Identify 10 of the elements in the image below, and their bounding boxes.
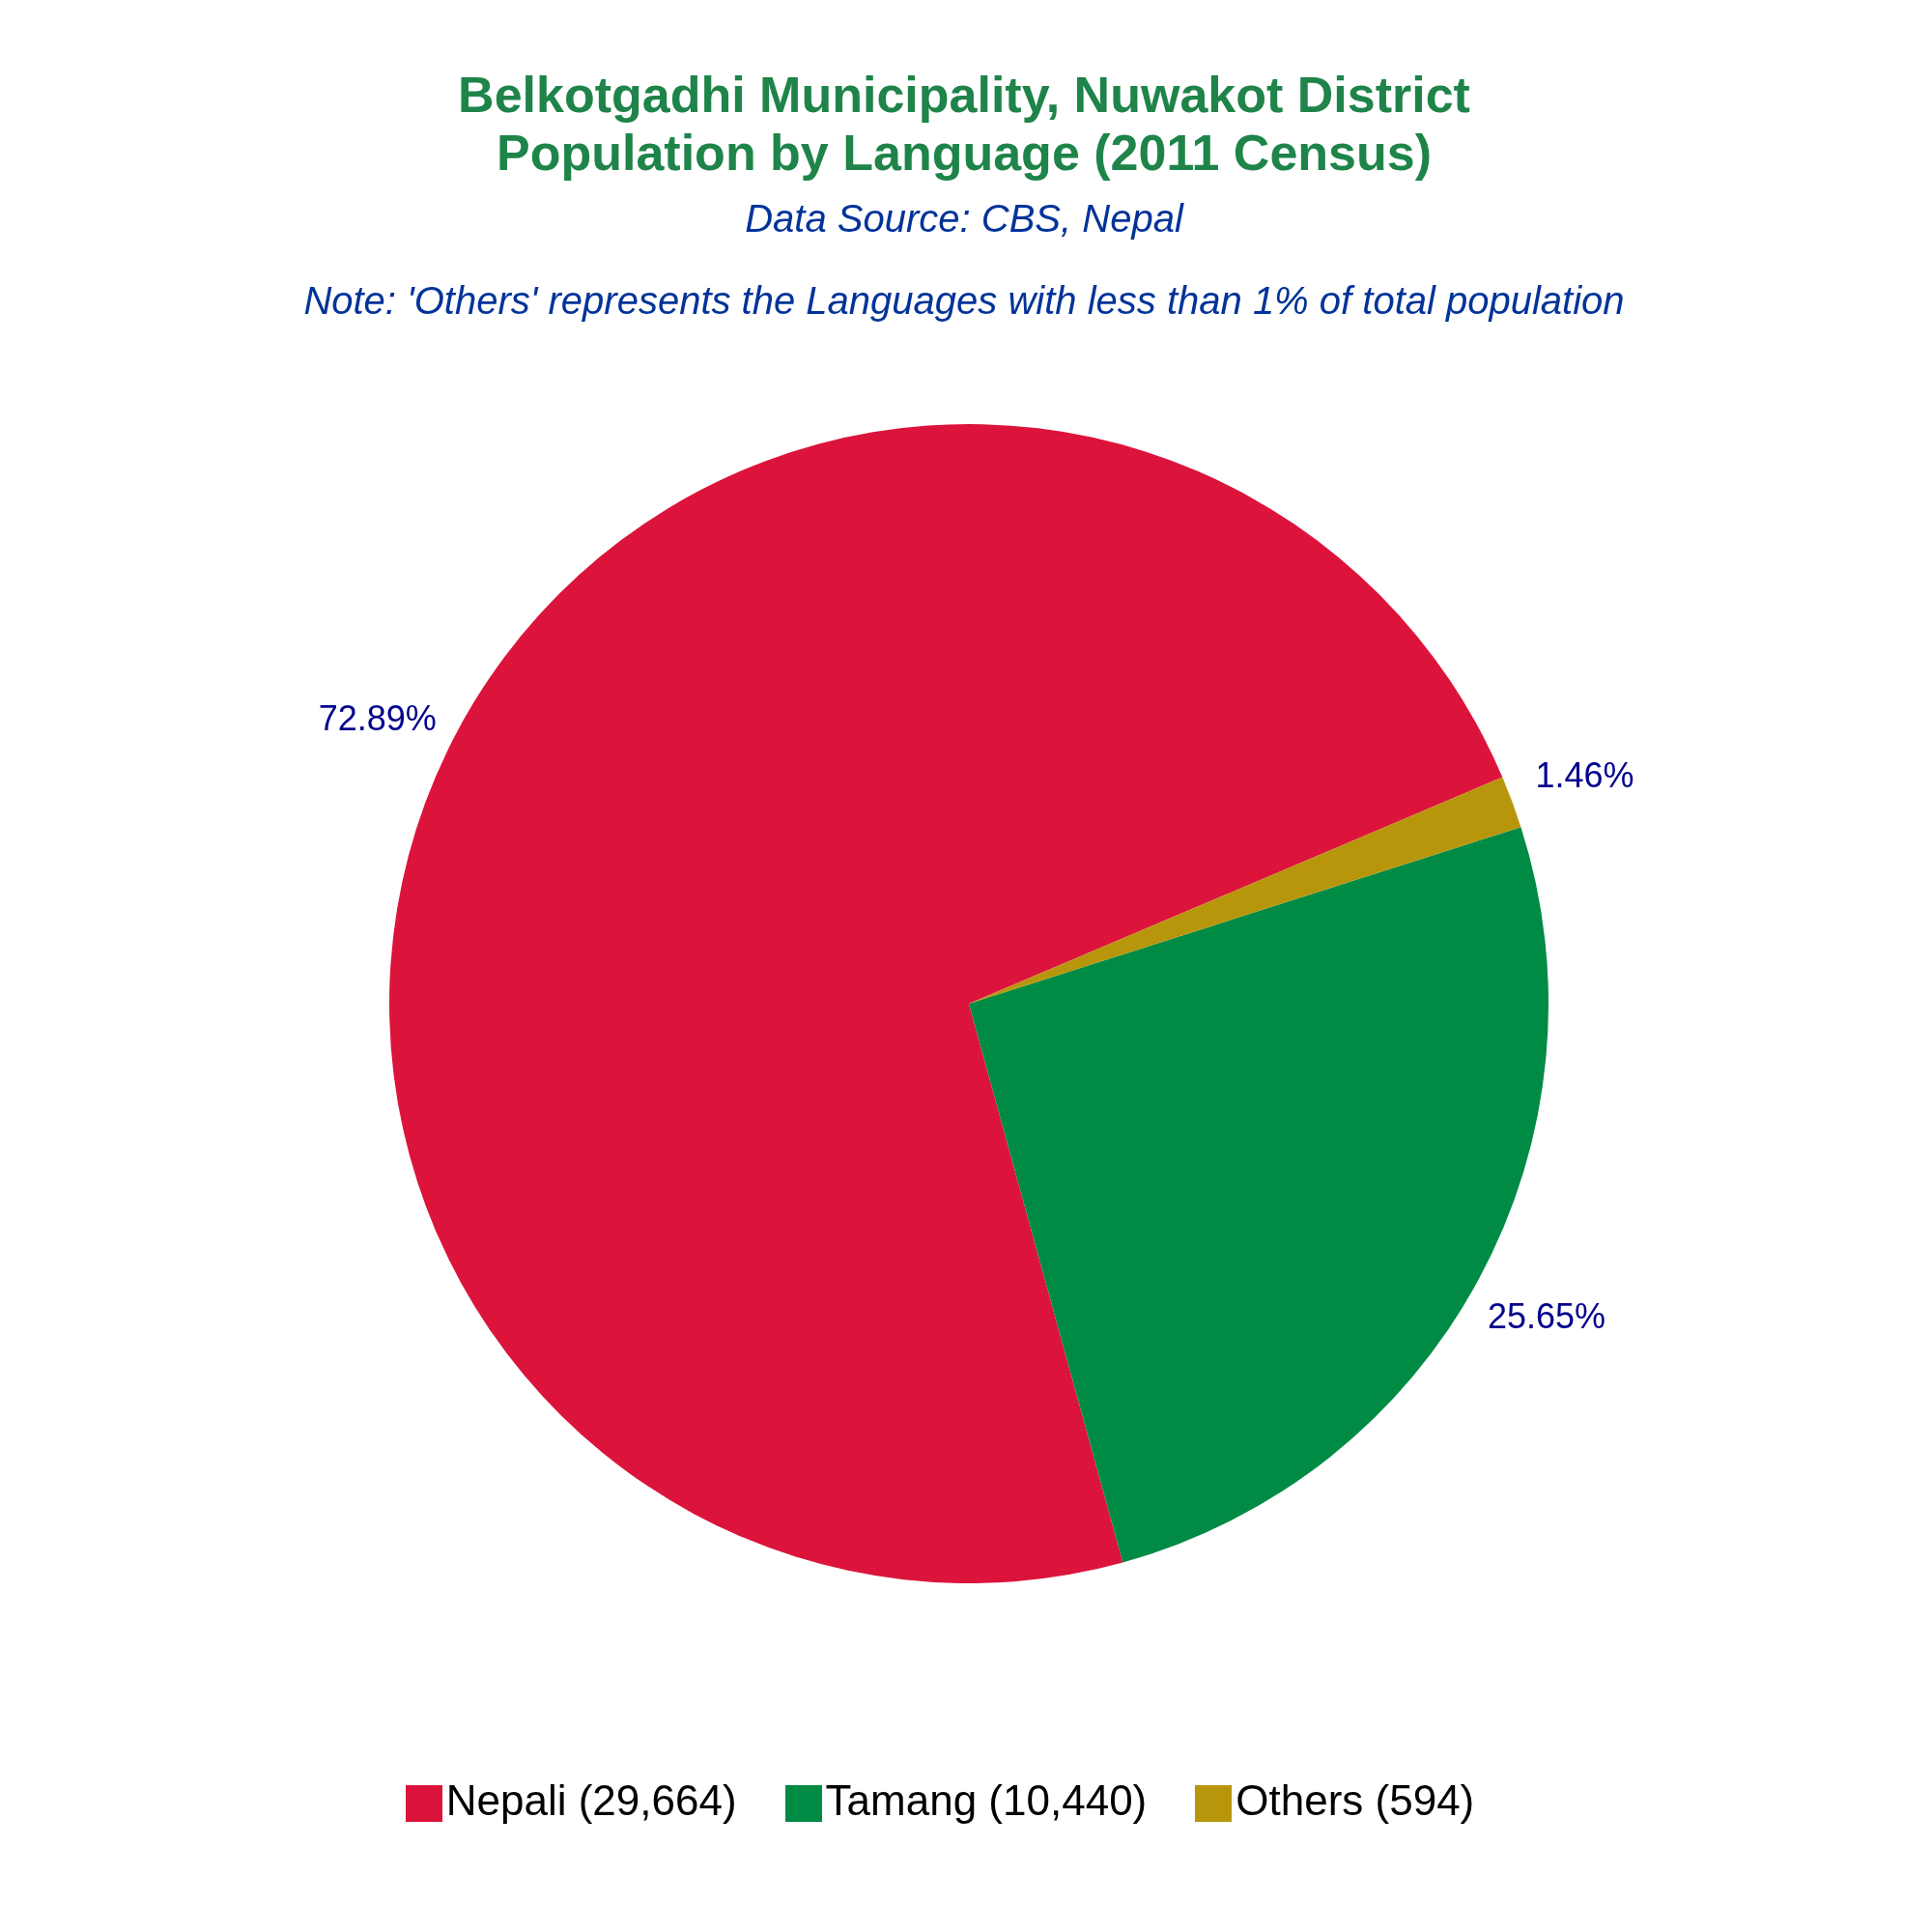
data-label: 25.65% (1487, 1296, 1606, 1337)
chart-title: Belkotgadhi Municipality, Nuwakot District Population by Language (2011 Census) (457, 66, 1471, 182)
legend-label: Others (594) (1236, 1776, 1475, 1824)
data-label: 72.89% (318, 697, 437, 738)
data-label: 1.46% (1535, 754, 1634, 795)
pie-slice (969, 777, 1521, 1004)
legend-label: Nepali (29,664) (445, 1776, 737, 1824)
source-note: Data Source: CBS, Nepal (744, 197, 1185, 241)
text: Note: 'Others' represents the Languages with less than 1% of total population (302, 279, 1626, 323)
legend-label: Tamang (10,440) (825, 1776, 1148, 1824)
